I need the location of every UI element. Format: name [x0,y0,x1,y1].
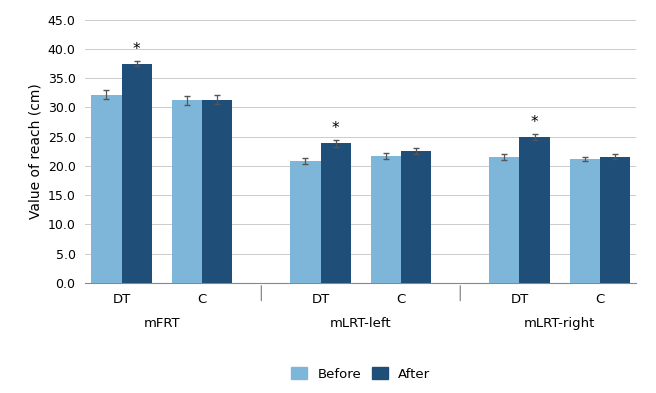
Bar [202,100,232,283]
Bar [371,156,401,283]
Text: *: * [133,42,140,57]
Text: mLRT-left: mLRT-left [330,317,392,330]
Bar [401,151,432,283]
Bar [520,137,550,283]
Text: mFRT: mFRT [144,317,180,330]
Legend: Before, After: Before, After [287,363,434,385]
Text: *: * [332,121,340,136]
Bar [290,161,321,283]
Y-axis label: Value of reach (cm): Value of reach (cm) [28,83,42,219]
Bar [121,64,152,283]
Text: mLRT-right: mLRT-right [524,317,596,330]
Bar [172,100,202,283]
Bar [489,157,520,283]
Bar [91,95,121,283]
Bar [600,156,630,283]
Text: *: * [531,115,539,130]
Bar [321,143,351,283]
Bar [569,159,600,283]
